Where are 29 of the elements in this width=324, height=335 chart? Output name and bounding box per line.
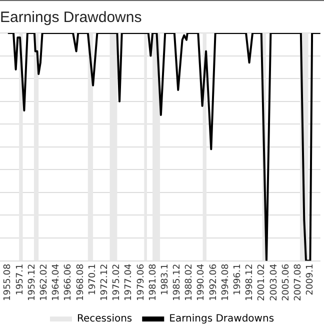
x-tick-label: 1955.08	[3, 264, 14, 301]
x-tick-label: 1996.1	[232, 264, 243, 296]
x-tick-label: 2003.04	[269, 264, 280, 301]
x-tick-label: 1988.02	[184, 264, 195, 301]
x-tick-label: 1959.12	[27, 264, 38, 301]
chart-title: Earnings Drawdowns	[0, 9, 142, 26]
x-tick-label: 1983.1	[160, 264, 170, 296]
x-tick-label: 1994.08	[220, 264, 231, 301]
x-tick-label: 1977.04	[124, 264, 134, 301]
x-tick-label: 2001.02	[257, 264, 268, 301]
x-tick-label: 2009.1	[306, 264, 316, 296]
x-tick-label: 1970.1	[88, 264, 98, 296]
legend-label: Earnings Drawdowns	[169, 314, 274, 325]
x-tick-label: 2005.06	[281, 264, 292, 301]
x-tick-label: 2007.08	[293, 264, 304, 301]
x-tick-label: 1975.02	[112, 264, 122, 301]
x-tick-label: 1972.12	[100, 264, 110, 301]
x-tick-label: 1992.06	[208, 264, 219, 301]
x-tick-label: 1979.06	[136, 264, 146, 301]
x-tick-label: 1985.12	[172, 264, 183, 301]
x-tick-label: 1968.08	[76, 264, 86, 301]
x-tick-label: 1964.04	[52, 264, 62, 301]
x-tick-label: 1990.04	[196, 264, 207, 301]
x-tick-label: 1957.1	[15, 264, 26, 296]
x-tick-label: 1981.08	[148, 264, 158, 301]
x-tick-label: 1966.06	[64, 264, 74, 301]
legend-label: Recessions	[76, 314, 132, 325]
x-tick-label: 1962.02	[40, 264, 50, 301]
x-tick-label: 1998.12	[245, 264, 256, 301]
